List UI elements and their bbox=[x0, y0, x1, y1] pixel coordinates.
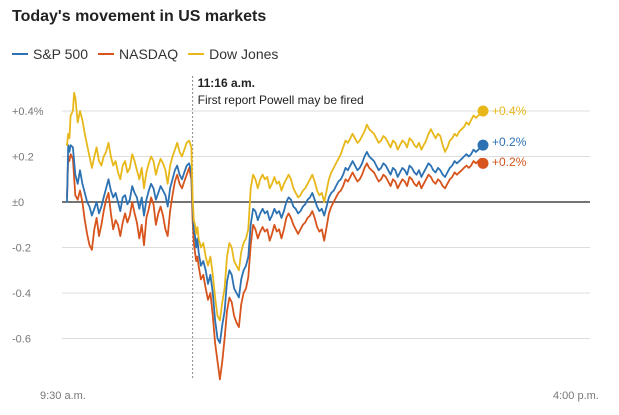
legend-item-sp500: S&P 500 bbox=[12, 46, 88, 62]
series-line-s-p-500 bbox=[66, 144, 484, 344]
chart-legend: S&P 500 NASDAQ Dow Jones bbox=[12, 46, 288, 62]
y-tick-label: -0.4 bbox=[12, 288, 31, 300]
legend-swatch-dow bbox=[188, 53, 205, 55]
y-tick-label: -0.6 bbox=[12, 334, 31, 346]
end-label-s-p-500: +0.2% bbox=[492, 135, 527, 149]
series-line-dow-jones bbox=[66, 91, 484, 322]
end-marker-dow-jones bbox=[477, 105, 489, 117]
end-label-dow-jones: +0.4% bbox=[492, 104, 527, 118]
y-tick-label: -0.2 bbox=[12, 243, 31, 255]
end-label-nasdaq: +0.2% bbox=[492, 155, 527, 169]
legend-label-nasdaq: NASDAQ bbox=[119, 46, 179, 62]
legend-item-nasdaq: NASDAQ bbox=[98, 46, 178, 62]
series-line-nasdaq bbox=[66, 153, 484, 381]
legend-label-sp500: S&P 500 bbox=[33, 46, 89, 62]
y-tick-label: +0.4% bbox=[12, 106, 44, 118]
chart-title: Today's movement in US markets bbox=[12, 8, 267, 25]
legend-item-dow: Dow Jones bbox=[188, 46, 278, 62]
x-tick-label-end: 4:00 p.m. bbox=[553, 390, 599, 402]
end-marker-s-p-500 bbox=[477, 139, 489, 151]
annotation-title: 11:16 a.m. bbox=[198, 76, 255, 90]
legend-label-dow: Dow Jones bbox=[209, 46, 279, 62]
legend-swatch-sp500 bbox=[12, 53, 28, 55]
y-tick-label: ±0 bbox=[12, 197, 24, 209]
end-marker-nasdaq bbox=[477, 157, 489, 169]
y-tick-label: +0.2 bbox=[12, 152, 34, 164]
x-tick-label-start: 9:30 a.m. bbox=[40, 390, 86, 402]
annotation-text: First report Powell may be fired bbox=[198, 93, 364, 107]
legend-swatch-nasdaq bbox=[98, 53, 115, 55]
